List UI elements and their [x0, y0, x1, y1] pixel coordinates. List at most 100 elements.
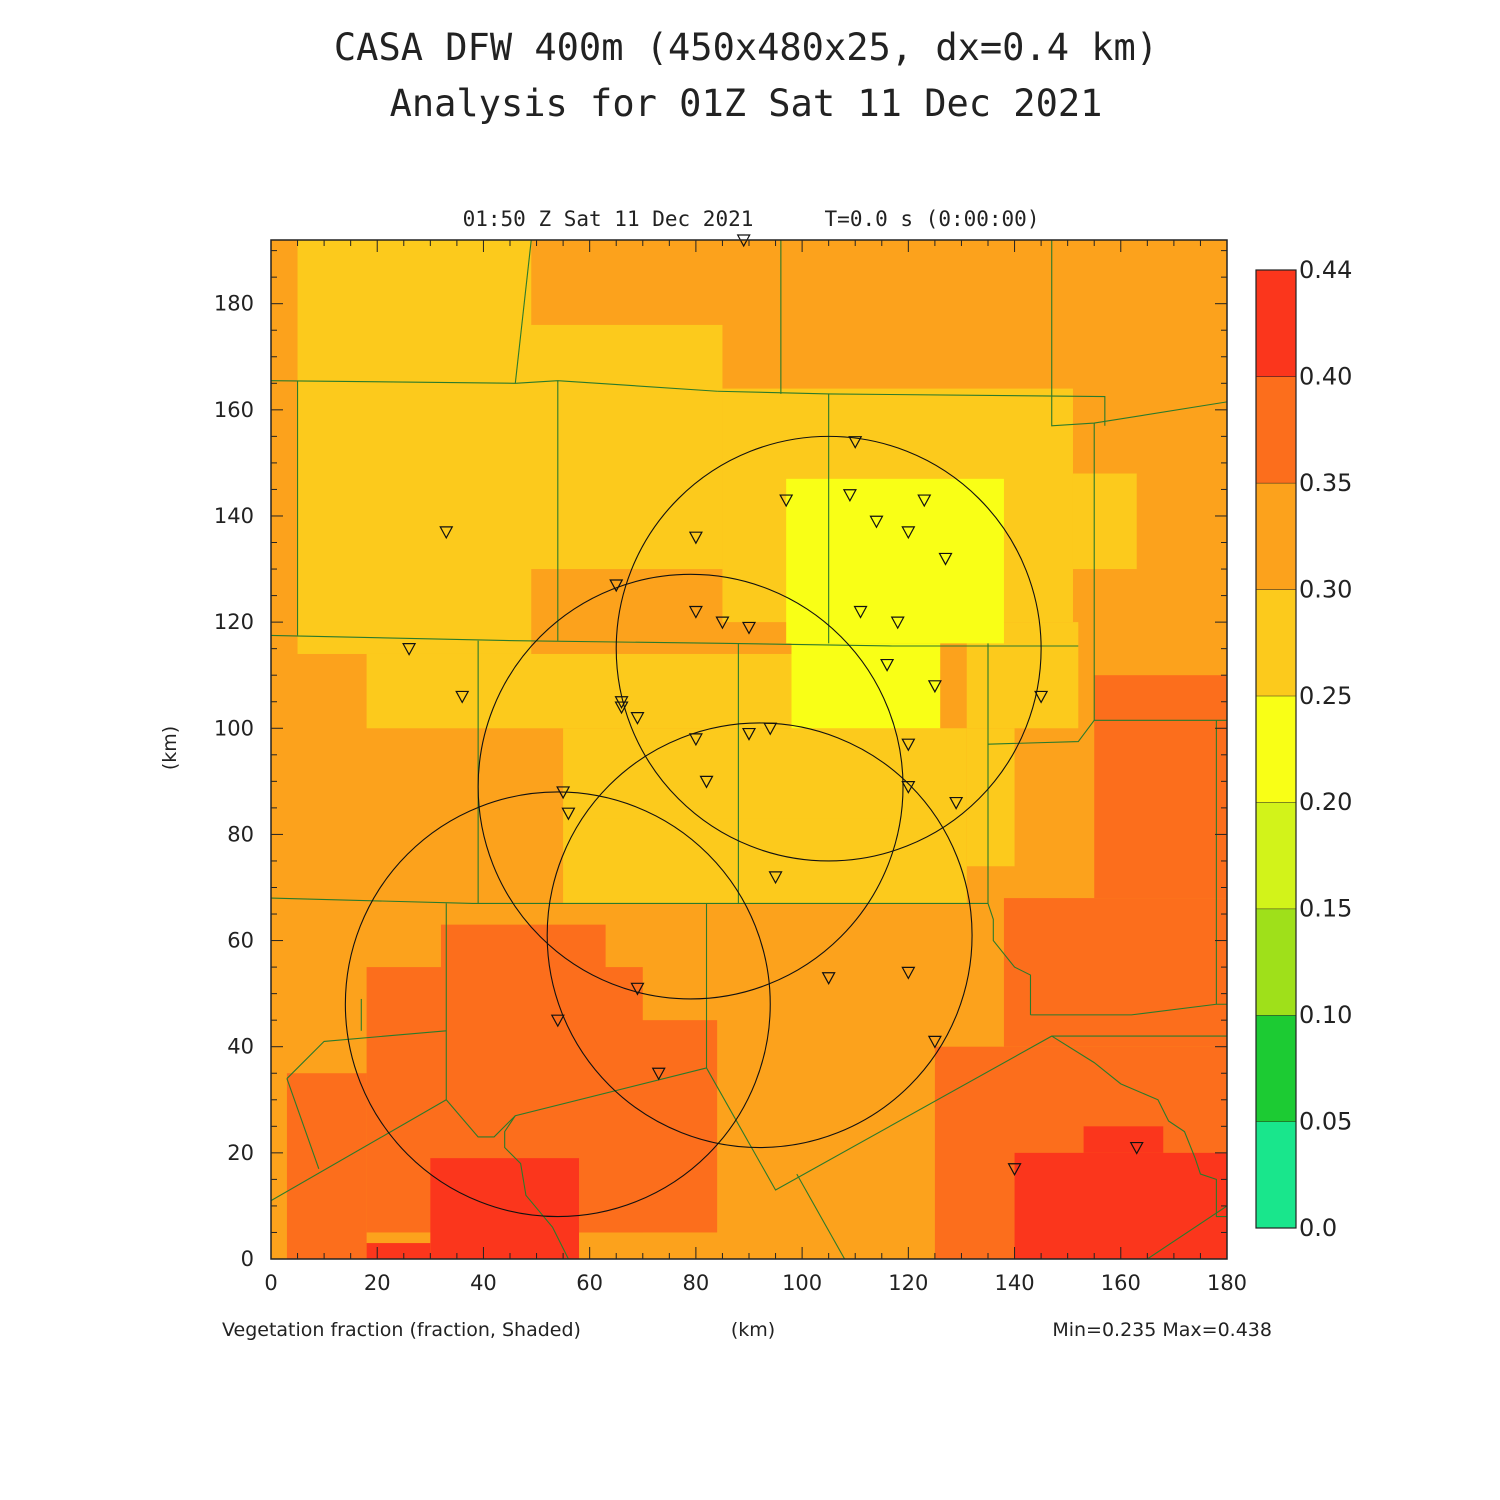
- station-markers: [402, 234, 1144, 1177]
- radar-ring: [546, 722, 973, 1149]
- x-tick-label: 20: [364, 1271, 391, 1295]
- y-tick-label: 0: [241, 1247, 254, 1271]
- valid-time-label: 01:50 Z Sat 11 Dec 2021: [463, 207, 754, 231]
- station-marker: [848, 436, 863, 449]
- station-marker: [869, 515, 884, 529]
- colorbar-label: 0.10: [1299, 1001, 1352, 1029]
- colorbar-segment: [1256, 695, 1296, 803]
- shaded-region: [430, 1158, 580, 1259]
- county-line: [706, 1035, 1227, 1191]
- county-line: [271, 380, 718, 392]
- colorbar-segment: [1256, 1121, 1296, 1228]
- x-tick-label: 140: [995, 1271, 1035, 1295]
- shaded-region: [966, 728, 1015, 867]
- station-marker: [853, 605, 868, 619]
- x-tick-label: 60: [576, 1271, 603, 1295]
- shaded-region: [515, 324, 723, 570]
- station-marker: [609, 579, 624, 593]
- shaded-region: [366, 1243, 431, 1259]
- station-marker: [779, 494, 794, 508]
- station-marker: [688, 605, 703, 619]
- colorbar-segment: [1256, 482, 1296, 590]
- county-line: [286, 1030, 447, 1079]
- shaded-region: [563, 818, 967, 904]
- station-marker: [741, 727, 757, 741]
- shaded-region: [297, 240, 532, 654]
- colorbar-label: 0.40: [1299, 362, 1352, 390]
- station-marker: [768, 871, 783, 885]
- y-tick-label: 160: [214, 398, 254, 422]
- station-marker: [763, 722, 778, 736]
- x-tick-label: 160: [1101, 1271, 1141, 1295]
- colorbar-label: 0.05: [1299, 1108, 1352, 1136]
- station-marker: [550, 1014, 565, 1028]
- x-tick-label: 40: [470, 1271, 497, 1295]
- station-marker: [1129, 1141, 1144, 1155]
- shaded-region: [286, 1073, 367, 1259]
- county-line: [271, 897, 988, 904]
- station-marker: [938, 552, 953, 566]
- colorbar-segment: [1256, 376, 1296, 483]
- county-boundaries: [271, 240, 1227, 1259]
- min-max-stats: Min=0.235 Max=0.438: [1052, 1319, 1272, 1341]
- station-marker: [901, 738, 916, 752]
- y-axis-title: (km): [159, 726, 181, 770]
- county-line: [514, 240, 532, 384]
- x-tick-label: 80: [683, 1271, 710, 1295]
- station-marker: [901, 966, 916, 980]
- chart-title: CASA DFW 400m (450x480x25, dx=0.4 km): [334, 26, 1158, 69]
- station-marker: [630, 982, 645, 996]
- county-line: [504, 1115, 569, 1259]
- colorbar-segment: [1256, 270, 1296, 377]
- shaded-field: [271, 240, 1227, 1259]
- station-marker: [1007, 1163, 1022, 1177]
- station-marker: [439, 526, 454, 540]
- station-marker: [927, 1035, 942, 1049]
- y-tick-label: 100: [214, 716, 254, 740]
- y-tick-label: 40: [227, 1035, 254, 1059]
- colorbar-segment: [1256, 1015, 1296, 1122]
- station-marker: [821, 972, 836, 985]
- colorbar-label: 0.35: [1299, 469, 1352, 497]
- station-marker: [741, 621, 757, 635]
- station-marker: [688, 733, 703, 747]
- county-line: [271, 634, 1079, 647]
- shaded-region: [791, 643, 941, 729]
- axis-ticks: 0 20 40 60 80 100 120 140 160 180 0 20 40 60 80 100 120 1…: [214, 240, 1247, 1295]
- shaded-region: [786, 478, 1004, 644]
- station-marker: [1034, 690, 1049, 704]
- colorbar: 0.0 0.05 0.10 0.15 0.20 0.25 0.30 0.35 0.40 0.44: [1255, 256, 1352, 1242]
- colorbar-label: 0.0: [1299, 1214, 1337, 1242]
- model-time-label: T=0.0 s (0:00:00): [825, 207, 1040, 231]
- shaded-region: [605, 1020, 718, 1233]
- colorbar-label: 0.20: [1299, 788, 1352, 816]
- county-line: [286, 1078, 320, 1169]
- county-line: [445, 903, 707, 1138]
- colorbar-segment: [1256, 908, 1296, 1016]
- county-line: [1030, 1003, 1227, 1016]
- county-line: [717, 390, 1106, 426]
- radar-ring: [477, 573, 904, 1000]
- county-line: [271, 1099, 447, 1202]
- chart-subtitle: Analysis for 01Z Sat 11 Dec 2021: [390, 82, 1103, 125]
- station-marker: [949, 796, 964, 810]
- y-tick-label: 80: [227, 822, 254, 846]
- radar-ring: [344, 791, 771, 1218]
- colorbar-label: 0.25: [1299, 682, 1352, 710]
- shaded-region: [1014, 1152, 1227, 1259]
- station-marker: [927, 680, 942, 694]
- station-marker: [455, 690, 470, 704]
- shaded-region: [1083, 1126, 1164, 1153]
- county-line: [987, 719, 1095, 745]
- x-tick-label: 120: [888, 1271, 928, 1295]
- y-tick-label: 140: [214, 504, 254, 528]
- colorbar-frame: [1255, 269, 1297, 1229]
- county-line: [1147, 1205, 1227, 1259]
- colorbar-segment: [1256, 802, 1296, 909]
- county-line: [1051, 1035, 1227, 1218]
- station-marker: [715, 616, 730, 630]
- x-tick-label: 0: [264, 1271, 277, 1295]
- shaded-region: [1072, 473, 1137, 570]
- shaded-region: [1094, 675, 1227, 899]
